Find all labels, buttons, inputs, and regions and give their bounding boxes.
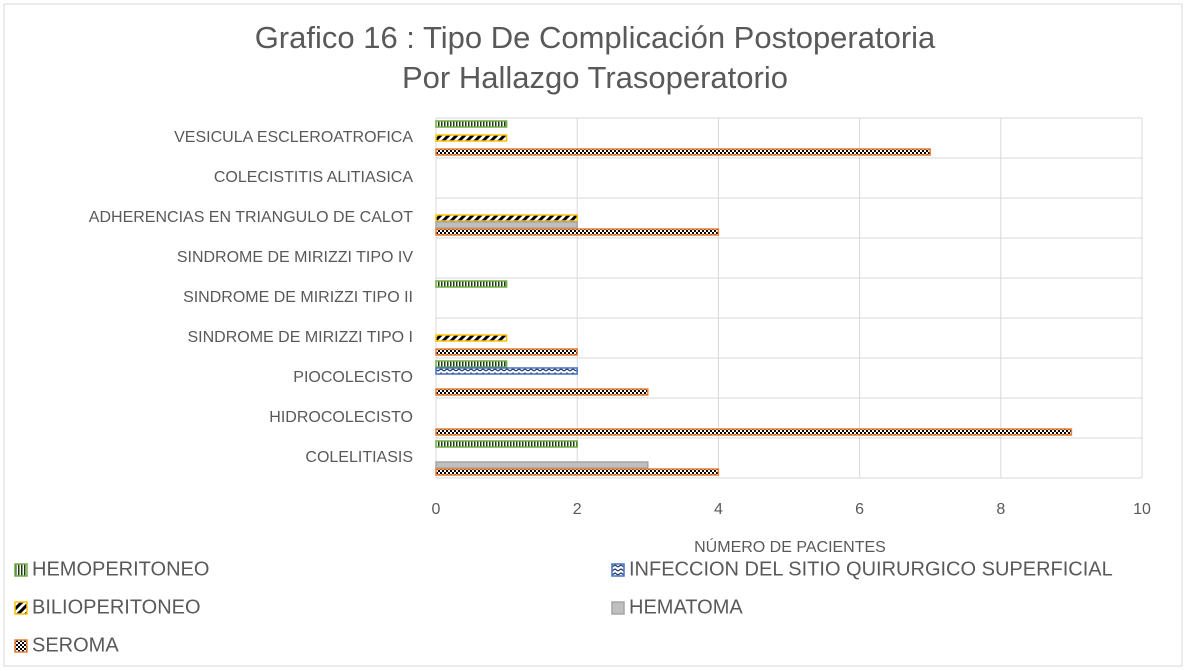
legend-label: HEMATOMA [629, 596, 743, 618]
x-tick-label: 10 [1133, 501, 1151, 518]
x-tick-label: 8 [996, 501, 1005, 518]
legend-swatch [611, 563, 625, 577]
legend-swatch [14, 563, 28, 577]
legend-swatch [611, 601, 625, 615]
x-axis-title: NÚMERO DE PACIENTES [694, 537, 886, 556]
bar [435, 440, 578, 448]
y-tick-label: COLECISTITIS ALITIASICA [214, 169, 413, 186]
bar [435, 228, 720, 236]
legend-swatch [14, 639, 28, 653]
y-tick-label: SINDROME DE MIRIZZI TIPO I [188, 329, 414, 346]
x-tick-label: 2 [573, 501, 582, 518]
chart-title: Grafico 16 : Tipo De Complicación Postop… [254, 20, 936, 95]
bar [435, 461, 649, 469]
x-tick-label: 4 [714, 501, 723, 518]
y-tick-label: ADHERENCIAS EN TRIANGULO DE CALOT [89, 209, 413, 226]
legend-label: INFECCION DEL SITIO QUIRURGICO SUPERFICI… [629, 558, 1113, 580]
x-tick-label: 6 [855, 501, 864, 518]
bar [435, 388, 649, 396]
y-tick-label: PIOCOLECISTO [293, 369, 413, 386]
bar [435, 148, 931, 156]
y-tick-label: HIDROCOLECISTO [269, 409, 413, 426]
bar [435, 334, 508, 342]
y-tick-label: SINDROME DE MIRIZZI TIPO II [183, 289, 413, 306]
legend-label: HEMOPERITONEO [32, 558, 209, 580]
bar [435, 367, 578, 375]
bar [435, 348, 578, 356]
bar [435, 468, 720, 476]
bar [435, 280, 508, 288]
bar [435, 120, 508, 128]
chart-border [3, 3, 1183, 667]
bar [435, 214, 578, 222]
y-tick-label: VESICULA ESCLEROATROFICA [174, 129, 413, 146]
bar [435, 360, 508, 368]
y-tick-label: COLELITIASIS [305, 449, 413, 466]
legend-swatch [14, 601, 28, 615]
bar [435, 134, 508, 142]
bar [435, 428, 1073, 436]
legend-label: BILIOPERITONEO [32, 596, 201, 618]
y-tick-label: SINDROME DE MIRIZZI TIPO IV [177, 249, 413, 266]
x-tick-label: 0 [432, 501, 441, 518]
legend-label: SEROMA [32, 634, 119, 656]
bar [435, 221, 578, 229]
